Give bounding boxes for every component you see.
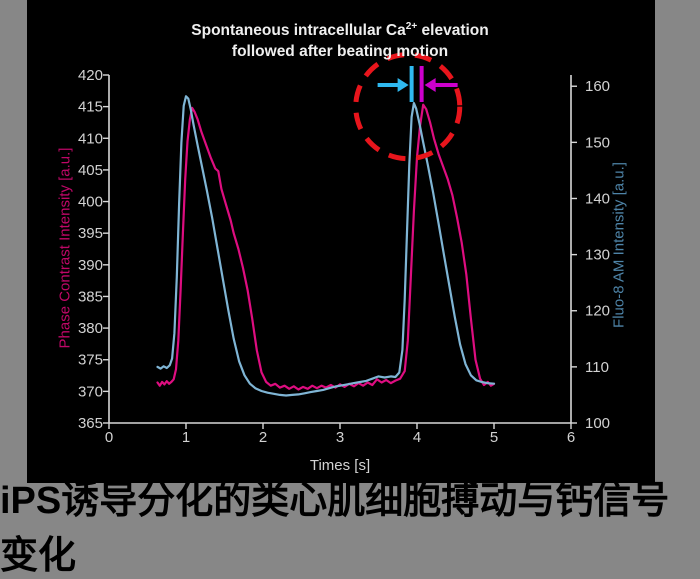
x-axis-tick-label: 2: [259, 429, 267, 446]
x-axis-tick-label: 4: [413, 429, 421, 446]
right-axis-title: Fluo-8 AM Intensity [a.u.]: [610, 162, 628, 328]
left-axis-tick-label: 375: [78, 352, 103, 369]
chart-title-line1-post: elevation: [417, 22, 489, 40]
x-axis-tick-label: 3: [336, 429, 344, 446]
right-axis-tick-label: 140: [585, 190, 610, 207]
series-line-phase-contrast: [156, 103, 496, 391]
left-axis-tick-label: 410: [78, 130, 103, 147]
right-axis-tick-label: 110: [585, 359, 609, 376]
plot-canvas: 3653703753803853903954004054104154201001…: [78, 52, 610, 446]
x-axis-tick-label: 6: [567, 429, 575, 446]
left-axis-title: Phase Contrast Intensity [a.u.]: [56, 147, 74, 349]
peak-arrow-head-left-icon: [424, 78, 436, 92]
highlight-dashed-circle: [353, 52, 463, 162]
right-axis-tick-label: 160: [585, 78, 610, 95]
x-axis-tick-label: 0: [105, 429, 113, 446]
x-axis-title: Times [s]: [309, 457, 371, 474]
chart-title-line1-pre: Spontaneous intracellular Ca: [191, 22, 406, 40]
chart-title: Spontaneous intracellular Ca2+ elevation…: [109, 16, 571, 62]
left-axis-tick-label: 405: [78, 162, 103, 179]
right-axis-tick-label: 130: [585, 247, 610, 264]
left-axis-tick-label: 390: [78, 257, 103, 274]
left-axis-tick-label: 400: [78, 194, 103, 211]
chart-title-superscript: 2+: [405, 21, 418, 32]
peak-arrow-head-right-icon: [397, 78, 409, 92]
left-axis-tick-label: 370: [78, 383, 103, 400]
left-axis-tick-label: 415: [78, 99, 103, 116]
left-axis-tick-label: 365: [78, 415, 103, 432]
chart-title-line2: followed after beating motion: [231, 43, 449, 61]
left-axis-tick-label: 395: [78, 225, 103, 242]
right-axis-tick-label: 150: [585, 134, 610, 151]
left-axis-tick-label: 420: [78, 67, 103, 84]
left-axis-tick-label: 380: [78, 320, 103, 337]
right-axis-tick-label: 100: [585, 415, 610, 432]
x-axis-tick-label: 5: [490, 429, 498, 446]
figure-caption: iPS诱导分化的类心肌细胞搏动与钙信号变化: [0, 480, 670, 577]
right-axis-tick-label: 120: [585, 303, 610, 320]
x-axis-tick-label: 1: [182, 429, 190, 446]
chart-figure: 365 370 375 380 385 390 395 400 405 410 415 420 100 1…: [27, 0, 655, 483]
left-axis-tick-label: 385: [78, 288, 103, 305]
series-line-fluo8: [156, 95, 496, 397]
